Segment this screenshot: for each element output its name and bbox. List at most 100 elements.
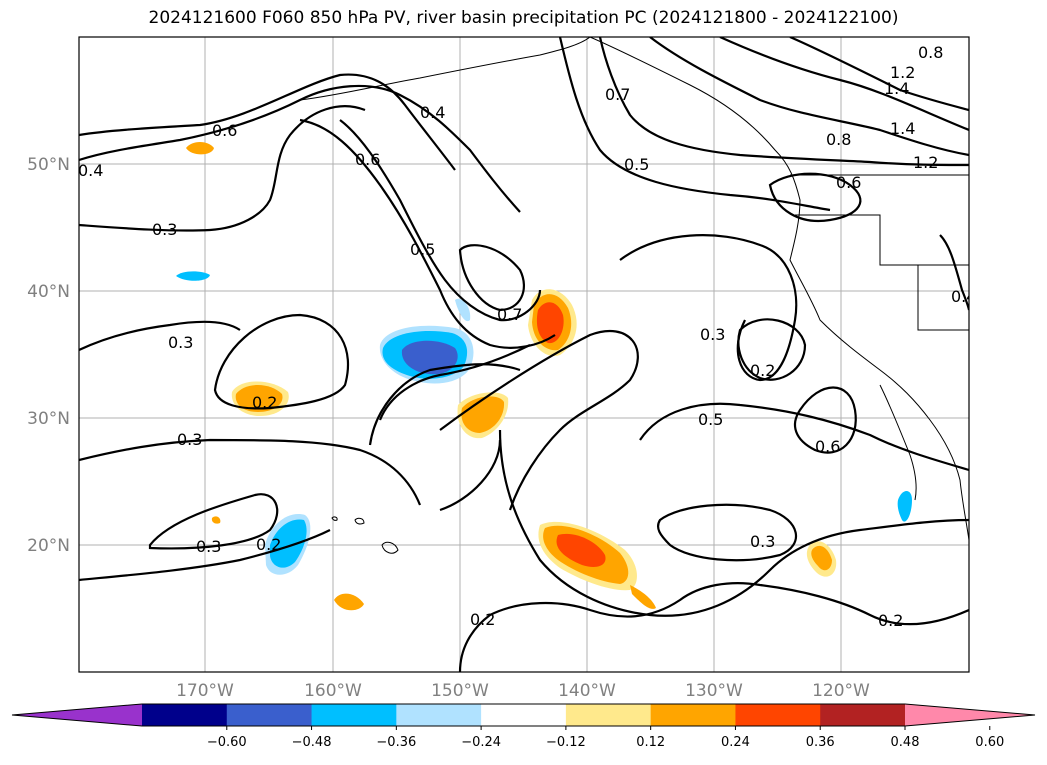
lon-label-150w: 150°W [431, 681, 489, 701]
coastlines [299, 37, 969, 541]
contour-label: 0.6 [815, 437, 840, 456]
colorbar-segment [820, 704, 906, 726]
us-state-lines [795, 214, 969, 331]
contour-0.3-inner [656, 503, 798, 562]
contour-label: 0.4 [420, 103, 445, 122]
pos-anomaly-aleutian [186, 142, 214, 155]
contour-0.3-south [79, 438, 422, 506]
pos-anomaly-islands [334, 593, 364, 611]
contour-label: 0.2 [252, 393, 277, 412]
plot-title: 2024121600 F060 850 hPa PV, river basin … [148, 8, 899, 28]
colorbar-tick-label: −0.60 [207, 735, 247, 750]
contour-0.5-trough [299, 118, 556, 349]
map-border [78, 36, 970, 673]
coast-alaska [299, 37, 591, 101]
colorbar-segment [311, 704, 397, 726]
colorbar-tick-label: −0.48 [292, 735, 332, 750]
contour-0.3-south-east [498, 429, 969, 617]
contour-0.7-northeast [598, 37, 969, 167]
colorbar: −0.60 −0.48 −0.36 −0.24 −0.12 0.12 0.24 0.36 0.4… [11, 703, 1036, 750]
colorbar-segment [650, 704, 736, 726]
contour-label: 0.5 [410, 240, 435, 259]
contour-label: 0.4 [951, 287, 976, 306]
contour-label: 1.4 [884, 79, 909, 98]
pos-anomaly-tiny [211, 516, 221, 524]
colorbar-tick-label: −0.24 [461, 735, 501, 750]
contour-1.2-northeast [719, 37, 969, 132]
contour-labels: 0.6 0.4 0.4 0.6 0.3 0.5 0.7 0.3 0.3 0.2 … [79, 43, 976, 630]
pos-anomaly-south-tail [630, 585, 656, 609]
contour-0.3-upper [79, 105, 366, 232]
neg-anomaly-baja [897, 491, 912, 522]
pv-contours [79, 37, 969, 672]
coast-baja [879, 384, 917, 501]
contour-0.6-east [793, 386, 857, 454]
lon-label-160w: 160°W [304, 681, 362, 701]
colorbar-segment [226, 704, 313, 726]
contour-0.6-loop-east [768, 172, 862, 223]
colorbar-extend-high [905, 704, 1035, 726]
contour-label: 0.3 [168, 333, 193, 352]
contour-label: 0.8 [826, 130, 851, 149]
neg-anomaly-hawaii-core [270, 519, 307, 568]
longitude-labels: 170°W 160°W 150°W 140°W 130°W 120°W [176, 681, 870, 701]
contour-0.5-east [639, 402, 969, 472]
lat-label-50n: 50°N [27, 155, 70, 175]
colorbar-tick-label: 0.60 [975, 735, 1004, 750]
colorbar-tick-label: −0.12 [546, 735, 586, 750]
lat-label-20n: 20°N [27, 536, 70, 556]
contour-0.3-loop [148, 493, 279, 550]
colorbar-segment [565, 704, 652, 726]
contour-0.8-northeast [649, 37, 969, 157]
pos-anomaly-south-core [556, 533, 606, 567]
precip-shading [176, 142, 912, 611]
contour-0.2-west [213, 313, 350, 410]
contour-0.2-east [737, 318, 807, 381]
contour-label: 1.4 [890, 119, 915, 138]
contour-label: 0.8 [918, 43, 943, 62]
contour-0.2-south [79, 529, 331, 582]
pos-anomaly-mexico-core [811, 545, 832, 571]
colorbar-segment [396, 704, 482, 726]
neg-anomaly-central-core [401, 340, 458, 375]
pos-anomaly-west-core [235, 385, 283, 412]
colorbar-tick-label: 0.24 [721, 735, 750, 750]
contour-label: 1.2 [890, 63, 915, 82]
lon-label-170w: 170°W [176, 681, 234, 701]
contour-label: 0.3 [152, 220, 177, 239]
lon-label-120w: 120°W [812, 681, 870, 701]
colorbar-tick-label: 0.48 [891, 735, 920, 750]
contour-label: 0.2 [750, 361, 775, 380]
colorbar-tick-label: 0.12 [636, 735, 665, 750]
contour-label: 0.2 [878, 611, 903, 630]
contour-label: 0.6 [212, 121, 237, 140]
contour-0.5-lower-mid [368, 363, 521, 446]
contour-label: 1.2 [913, 153, 938, 172]
lon-label-140w: 140°W [558, 681, 616, 701]
contour-0.4-northwest [79, 84, 521, 213]
pos-anomaly-mid-core [461, 396, 505, 433]
contour-0.4-far-east [939, 234, 969, 311]
colorbar-tick-label: 0.36 [806, 735, 835, 750]
contour-label: 0.3 [196, 537, 221, 556]
neg-anomaly-north [455, 298, 471, 322]
hawaiian-islands [331, 516, 399, 554]
contour-label: 0.3 [177, 430, 202, 449]
colorbar-outline [11, 703, 1036, 727]
lat-label-40n: 40°N [27, 282, 70, 302]
contour-label: 0.5 [624, 155, 649, 174]
colorbar-segment [481, 704, 567, 726]
contour-label: 0.2 [256, 535, 281, 554]
contour-0.5-mid [439, 329, 639, 511]
contour-label: 0.3 [750, 532, 775, 551]
contour-0.3-west [79, 320, 241, 351]
contour-label: 0.3 [700, 325, 725, 344]
contour-label: 0.5 [698, 410, 723, 429]
contour-label: 0.7 [497, 305, 522, 324]
contour-0.3-east [619, 234, 798, 382]
contour-label: 0.7 [605, 85, 630, 104]
contour-label: 0.2 [470, 610, 495, 629]
contour-0.3-center [439, 439, 502, 512]
colorbar-segment [735, 704, 821, 726]
